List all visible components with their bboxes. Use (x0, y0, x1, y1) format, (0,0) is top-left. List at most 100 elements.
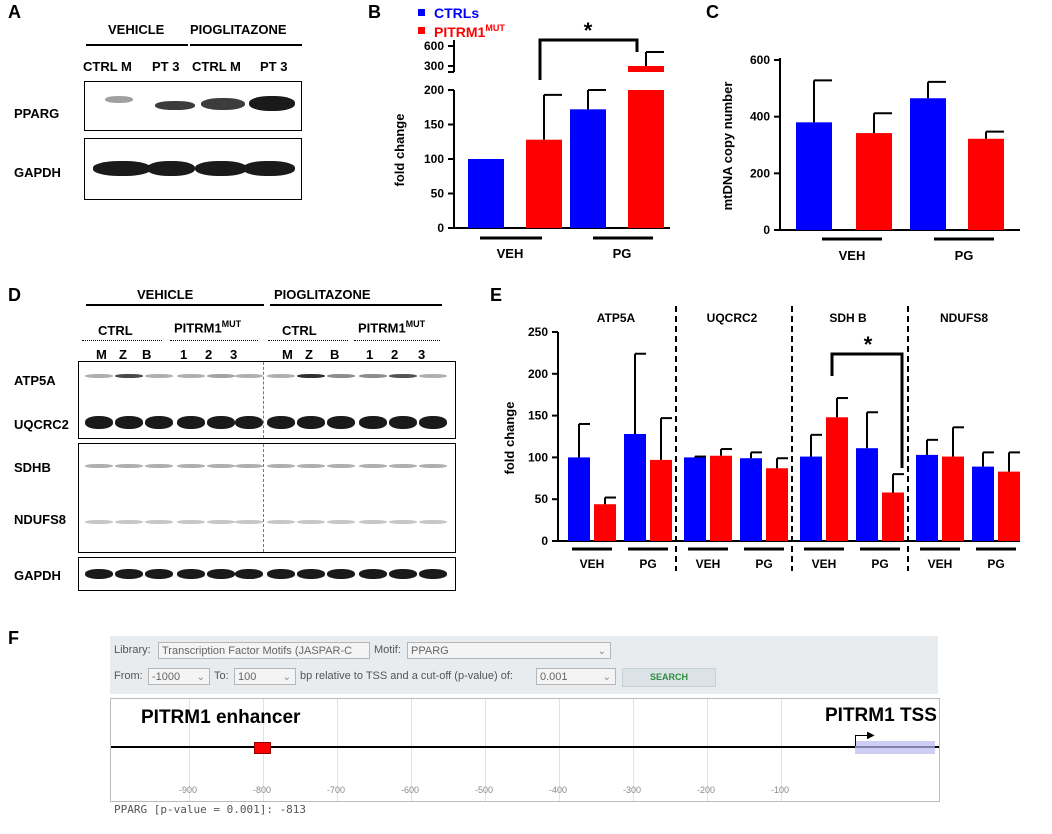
atp5a-band (145, 374, 173, 378)
y-tick-label: 150 (528, 409, 548, 423)
axis-tick-label: -200 (697, 785, 716, 795)
uqcrc2-band (235, 416, 263, 429)
library-label: Library: (114, 644, 151, 656)
y-axis-title: fold change (502, 402, 517, 475)
atp5a-band (177, 374, 205, 378)
search-button[interactable]: SEARCH (622, 668, 716, 687)
uqcrc2-band (207, 416, 235, 429)
bar (942, 456, 964, 541)
group-label-pg: PG (613, 246, 632, 261)
axis-tick-label: -700 (327, 785, 346, 795)
section-title: NDUFS8 (940, 311, 988, 325)
bar (972, 466, 994, 541)
gapdh-band (297, 569, 325, 579)
uqcrc2-band (359, 416, 387, 429)
bar (568, 457, 590, 541)
ndufs8-band (207, 520, 235, 524)
from-select[interactable]: -1000 ⌄ (148, 668, 210, 685)
gapdh-band (235, 569, 263, 579)
group-label: VEH (696, 557, 721, 571)
vehicle-label: VEHICLE (108, 22, 165, 37)
chart-b: CTRLs PITRM1MUT fold change 0 50 100 150 200… (392, 5, 670, 261)
section-title: UQCRC2 (707, 311, 758, 325)
pioglitazone-label: PIOGLITAZONE (190, 22, 287, 37)
sdhb-band (145, 464, 173, 468)
bar (910, 98, 946, 230)
grid-line (485, 699, 486, 801)
mut-label: PITRM1MUT (358, 319, 426, 336)
uqcrc2-band (389, 416, 417, 429)
gapdh-band (267, 569, 295, 579)
gapdh-band (359, 569, 387, 579)
bar (594, 504, 616, 541)
lane-label: 2 (205, 347, 213, 362)
gapdh-row-label: GAPDH (14, 165, 61, 180)
atp5a-band (359, 374, 387, 378)
mut-label: PITRM1MUT (174, 319, 242, 336)
lane-label: M (282, 347, 293, 362)
to-select[interactable]: 100 ⌄ (234, 668, 296, 685)
bar-break (628, 66, 664, 72)
legend-mut-label: PITRM1MUT (434, 23, 505, 40)
cutoff-select[interactable]: 0.001 ⌄ (536, 668, 616, 685)
y-tick-label: 600 (424, 39, 444, 53)
atp5a-band (115, 374, 143, 378)
pparg-motif-site (254, 742, 271, 754)
chevron-down-icon: ⌄ (196, 672, 205, 683)
bar (628, 90, 664, 228)
axis-tick-label: -300 (623, 785, 642, 795)
sdhb-ndufs8-blot (78, 443, 456, 553)
uqcrc2-row-label: UQCRC2 (14, 417, 69, 432)
ndufs8-row-label: NDUFS8 (14, 512, 67, 527)
legend-ctrl-swatch (418, 9, 425, 16)
panel-label-c: C (706, 2, 719, 22)
y-tick-label: 50 (535, 492, 549, 506)
group-label: PG (755, 557, 772, 571)
library-select[interactable]: Transcription Factor Motifs (JASPAR-C (158, 642, 370, 659)
gapdh-band (177, 569, 205, 579)
lane-label: 1 (180, 347, 188, 362)
membrane-split (263, 444, 264, 552)
lane-label: 3 (418, 347, 426, 362)
atp5a-band (327, 374, 355, 378)
legend-mut-swatch (418, 27, 425, 34)
bar (856, 133, 892, 230)
chevron-down-icon: ⌄ (282, 672, 291, 683)
uqcrc2-band (267, 416, 295, 429)
y-tick-label: 0 (437, 221, 444, 235)
ctrl-label: CTRL (282, 323, 317, 338)
motif-select[interactable]: PPARG ⌄ (407, 642, 611, 659)
uqcrc2-band (327, 416, 355, 429)
bar (882, 492, 904, 541)
y-axis-title: fold change (392, 114, 407, 187)
pioglitazone-underline (270, 304, 442, 306)
axis-tick-label: -600 (401, 785, 420, 795)
group-label-veh: VEH (497, 246, 524, 261)
y-tick-label: 200 (528, 367, 548, 381)
y-tick-label: 600 (750, 53, 770, 67)
motif-label: Motif: (374, 644, 401, 656)
axis-tick-label: -400 (549, 785, 568, 795)
bp-text: bp relative to TSS and a cut-off (p-valu… (300, 670, 513, 682)
panel-label-e: E (490, 285, 503, 305)
ctrl-underline (268, 340, 348, 341)
bar (766, 468, 788, 541)
chevron-down-icon: ⌄ (602, 672, 611, 683)
vehicle-underline (86, 44, 188, 46)
motif-track: -900 -800 -700 -600 -500 -400 -300 -200 -100 ▶ P… (110, 698, 940, 802)
lane-label: CTRL M (192, 59, 241, 74)
sdhb-band (207, 464, 235, 468)
sdhb-band (267, 464, 295, 468)
sdhb-band (359, 464, 387, 468)
y-tick-label: 0 (763, 223, 770, 237)
uqcrc2-band (145, 416, 173, 429)
lane-label: PT 3 (260, 59, 288, 74)
ctrl-underline (82, 340, 162, 341)
ndufs8-band (359, 520, 387, 524)
section-title: ATP5A (597, 311, 636, 325)
section-title: SDH B (829, 311, 867, 325)
sdhb-band (177, 464, 205, 468)
sequence-line (111, 746, 939, 748)
bar (710, 455, 732, 541)
group-label-veh: VEH (839, 248, 866, 263)
